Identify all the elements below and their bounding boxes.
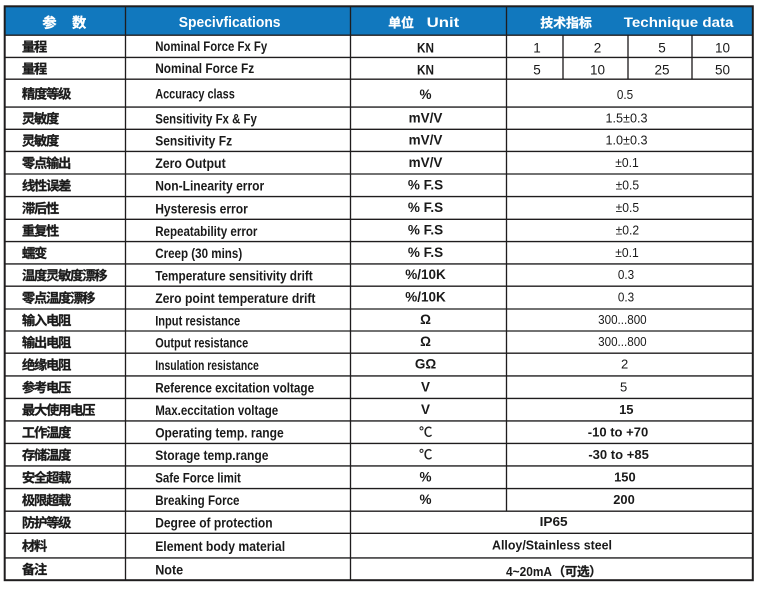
svg-text:Breaking Force: Breaking Force [155,493,239,508]
svg-text:Nominal Force Fx Fy: Nominal Force Fx Fy [155,39,267,54]
svg-text:GΩ: GΩ [415,357,437,372]
svg-text:% F.S: % F.S [408,245,443,260]
svg-text:V: V [421,402,430,417]
svg-text:2: 2 [621,357,628,372]
svg-text:0.3: 0.3 [618,267,634,282]
svg-text:mV/V: mV/V [409,155,443,170]
svg-text:4~20mA: 4~20mA [506,564,553,579]
svg-text:Specivfications: Specivfications [179,15,281,31]
svg-text:Max.eccitation voltage: Max.eccitation voltage [155,403,278,418]
svg-text:Ω: Ω [420,312,431,327]
svg-text:% F.S: % F.S [408,200,443,215]
svg-text:KN: KN [417,63,434,78]
svg-text:Accuracy class: Accuracy class [155,87,235,102]
svg-text:0.3: 0.3 [618,290,634,305]
svg-text:-30 to +85: -30 to +85 [588,447,649,462]
svg-text:15: 15 [619,402,633,417]
svg-text:300...800: 300...800 [598,334,647,349]
svg-text:KN: KN [417,41,434,56]
svg-text:0.5: 0.5 [617,87,633,102]
svg-text:IP65: IP65 [540,514,568,529]
svg-text:2: 2 [594,41,602,56]
svg-text:Non-Linearity error: Non-Linearity error [155,179,265,194]
svg-text:1: 1 [533,41,541,56]
svg-text:±0.1: ±0.1 [615,245,639,260]
svg-text:10: 10 [715,41,730,56]
svg-text:%: % [419,87,431,102]
svg-text:Safe Force limit: Safe Force limit [155,471,241,486]
svg-text:Output resistance: Output resistance [155,335,248,350]
svg-text:%: % [419,469,431,484]
svg-text:25: 25 [654,63,669,78]
svg-text:V: V [421,379,430,394]
svg-text:Reference excitation voltage: Reference excitation voltage [155,380,314,395]
svg-text:Hysteresis error: Hysteresis error [155,201,248,216]
svg-text:% F.S: % F.S [408,223,443,238]
svg-text:Insulation resistance: Insulation resistance [155,358,259,373]
svg-text:Degree of protection: Degree of protection [155,516,272,531]
svg-text:±0.5: ±0.5 [616,200,640,215]
svg-text:1.5±0.3: 1.5±0.3 [606,110,648,125]
svg-text:5: 5 [658,41,666,56]
svg-text:150: 150 [614,469,636,484]
svg-text:Input resistance: Input resistance [155,313,240,328]
svg-text:300...800: 300...800 [598,312,647,327]
svg-text:Sensitivity Fx & Fy: Sensitivity Fx & Fy [155,112,257,127]
svg-text:Zero Output: Zero Output [155,156,226,171]
svg-text:Technique data: Technique data [624,15,734,30]
svg-text:Element body material: Element body material [155,539,285,554]
svg-text:Note: Note [155,562,183,577]
svg-text:%: % [419,492,431,507]
svg-text:Zero point temperature drift: Zero point temperature drift [155,291,316,306]
svg-text:mV/V: mV/V [409,110,443,125]
svg-text:Nominal Force Fz: Nominal Force Fz [155,61,254,76]
svg-text:5: 5 [533,63,541,78]
svg-text:5: 5 [620,379,627,394]
svg-text:Repeatability error: Repeatability error [155,224,258,239]
svg-text:Unit: Unit [427,15,460,30]
svg-text:-10 to +70: -10 to +70 [588,424,649,439]
svg-text:Temperature sensitivity drift: Temperature sensitivity drift [155,268,313,283]
svg-text:±0.1: ±0.1 [615,155,639,170]
svg-text:200: 200 [613,492,635,507]
svg-text:±0.5: ±0.5 [616,177,640,192]
svg-text:Sensitivity Fz: Sensitivity Fz [155,134,232,149]
svg-text:±0.2: ±0.2 [616,223,640,238]
svg-text:10: 10 [590,63,605,78]
svg-text:Creep (30 mins): Creep (30 mins) [155,246,242,261]
svg-text:Operating temp. range: Operating temp. range [155,425,284,440]
svg-text:Ω: Ω [420,334,431,349]
svg-text:mV/V: mV/V [409,132,443,147]
svg-text:50: 50 [715,63,730,78]
svg-text:%/10K: %/10K [405,290,446,305]
svg-text:1.0±0.3: 1.0±0.3 [606,132,648,147]
svg-text:Alloy/Stainless steel: Alloy/Stainless steel [492,538,612,553]
svg-text:% F.S: % F.S [408,177,443,192]
svg-text:%/10K: %/10K [405,267,446,282]
svg-text:Storage temp.range: Storage temp.range [155,448,268,463]
